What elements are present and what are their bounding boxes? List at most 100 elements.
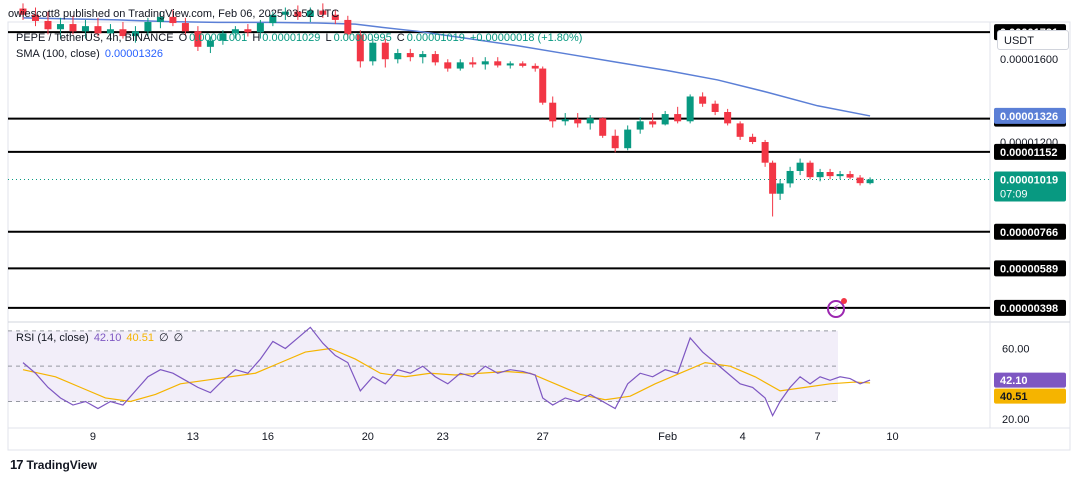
candle xyxy=(636,117,644,134)
x-tick-label: 27 xyxy=(537,431,549,443)
candle-body xyxy=(406,53,414,58)
tradingview-mark-icon: 17 xyxy=(10,457,24,472)
candle-body xyxy=(531,65,539,69)
candle xyxy=(674,106,682,124)
candle-body xyxy=(796,162,804,171)
candle xyxy=(481,57,489,70)
symbol-legend: PEPE / TetherUS, 4h, BINANCE O 0.00001001… xyxy=(16,32,584,44)
candle-body xyxy=(776,183,784,194)
candle-body xyxy=(19,8,27,15)
candle-body xyxy=(269,14,277,24)
candle xyxy=(406,48,414,62)
candle-body xyxy=(381,42,389,60)
candle xyxy=(816,168,824,182)
x-tick-label: 23 xyxy=(437,431,449,443)
candle xyxy=(94,17,102,37)
candle-body xyxy=(599,118,607,136)
candle-body xyxy=(119,29,127,37)
candle xyxy=(444,59,452,72)
candle xyxy=(531,63,539,72)
candle xyxy=(749,133,757,145)
level-tag: 0.00000398 xyxy=(1000,303,1058,315)
sma-100-line xyxy=(22,17,871,117)
candle xyxy=(231,26,239,39)
level-tag-bg xyxy=(994,143,1066,160)
candle xyxy=(56,17,64,39)
candle-body xyxy=(866,179,874,184)
x-tick-label: 7 xyxy=(815,431,821,443)
level-tag: 0.00000589 xyxy=(1000,263,1058,275)
candle-body xyxy=(306,10,314,17)
rsi-extra-2: ∅ xyxy=(173,332,184,344)
candle xyxy=(846,170,854,180)
candle xyxy=(769,160,777,217)
candle xyxy=(494,57,502,68)
candle xyxy=(431,50,439,66)
candle xyxy=(131,26,139,43)
candle xyxy=(866,177,874,185)
candle xyxy=(419,50,427,64)
candle-body xyxy=(649,121,657,125)
candle xyxy=(169,9,177,27)
candle xyxy=(586,115,594,130)
candle-body xyxy=(769,162,777,194)
candle-body xyxy=(344,19,352,35)
rsi-ma-legend-value: 40.51 xyxy=(126,332,154,344)
candle-body xyxy=(636,121,644,130)
open-value: 0.00001001 xyxy=(189,32,248,44)
lightning-icon[interactable]: ⚡ xyxy=(827,298,847,318)
candle xyxy=(574,113,582,128)
candle-body xyxy=(331,14,339,20)
rsi-ma-line xyxy=(22,347,871,403)
candle xyxy=(69,15,77,35)
current-price-tag-bg xyxy=(994,171,1066,202)
rsi-tick-label: 20.00 xyxy=(1002,414,1030,426)
candle-body xyxy=(419,54,427,58)
candle xyxy=(806,160,814,180)
candle-body xyxy=(724,112,732,124)
rsi-extra-1: ∅ xyxy=(159,332,169,344)
candle xyxy=(31,7,39,27)
level-tag: 0.00001152 xyxy=(1000,147,1058,159)
candle xyxy=(81,19,89,39)
candle-body xyxy=(219,33,227,41)
symbol-name[interactable]: PEPE / TetherUS, 4h, BINANCE xyxy=(16,32,174,44)
candle-body xyxy=(711,103,719,112)
candle xyxy=(44,11,52,35)
x-tick-label: Feb xyxy=(658,431,677,443)
candle xyxy=(106,24,114,41)
candle xyxy=(281,7,289,20)
candle xyxy=(369,38,377,66)
candle xyxy=(699,92,707,107)
candle-body xyxy=(686,96,694,122)
tradingview-logo: 17 TradingView xyxy=(10,457,97,472)
candle-body xyxy=(394,53,402,60)
candle-body xyxy=(826,172,834,177)
sma-legend[interactable]: SMA (100, close) 0.00001326 xyxy=(16,48,165,60)
candle-body xyxy=(456,62,464,69)
candle-body xyxy=(319,10,327,15)
open-label: O xyxy=(178,32,188,44)
rsi-label: RSI (14, close) xyxy=(16,332,89,344)
rsi-tick-label: 60.00 xyxy=(1002,344,1030,356)
candle xyxy=(796,158,804,176)
candle-body xyxy=(431,54,439,63)
candle-body xyxy=(611,135,619,149)
candle-body xyxy=(624,129,632,149)
candle xyxy=(206,36,214,54)
candle xyxy=(244,24,252,37)
candle-body xyxy=(106,29,114,34)
candle-body xyxy=(256,23,264,33)
candle-body xyxy=(206,40,214,47)
close-value: 0.00001019 xyxy=(406,32,465,44)
candle-body xyxy=(856,177,864,184)
candle-body xyxy=(586,118,594,124)
close-label: C xyxy=(396,32,405,44)
candle-body xyxy=(169,16,177,24)
candle xyxy=(294,5,302,20)
candle xyxy=(119,22,127,39)
rsi-legend[interactable]: RSI (14, close) 42.10 40.51 ∅ ∅ xyxy=(16,331,185,344)
candle xyxy=(331,9,339,25)
currency-selector[interactable]: USDT xyxy=(997,30,1069,50)
